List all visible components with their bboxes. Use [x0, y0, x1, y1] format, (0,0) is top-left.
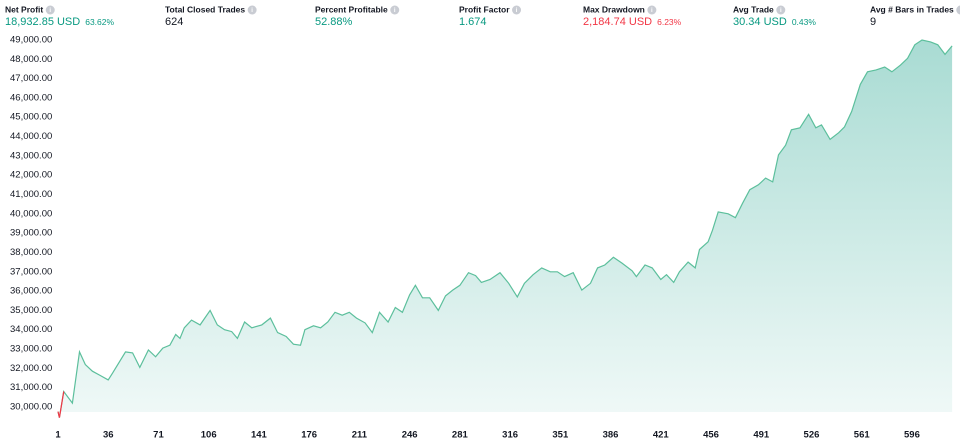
stat-sub: 0.43% — [792, 17, 817, 27]
y-tick-label: 35,000.00 — [10, 305, 52, 316]
x-tick-label: 176 — [301, 430, 317, 441]
x-tick-label: 351 — [552, 430, 569, 441]
stat-label: Max Drawdown — [583, 4, 645, 14]
info-icon-glyph: i — [251, 8, 253, 14]
y-tick-label: 49,000.00 — [10, 34, 52, 45]
info-icon-glyph: i — [49, 8, 51, 14]
x-tick-label: 316 — [502, 430, 518, 441]
stat-label: Profit Factor — [459, 4, 510, 14]
y-tick-label: 41,000.00 — [10, 189, 52, 200]
stat-value: 30.34 USD — [733, 16, 787, 28]
y-tick-label: 45,000.00 — [10, 112, 52, 123]
y-tick-label: 43,000.00 — [10, 150, 52, 161]
info-icon-glyph: i — [394, 8, 396, 14]
x-tick-label: 246 — [402, 430, 418, 441]
y-tick-label: 40,000.00 — [10, 208, 52, 219]
y-tick-label: 39,000.00 — [10, 228, 52, 239]
info-icon — [776, 5, 786, 15]
y-tick-label: 37,000.00 — [10, 266, 52, 277]
y-tick-label: 48,000.00 — [10, 54, 52, 65]
y-tick-label: 33,000.00 — [10, 344, 52, 355]
y-tick-label: 30,000.00 — [10, 401, 52, 412]
info-icon — [647, 5, 657, 15]
info-icon-glyph: i — [516, 8, 518, 14]
y-tick-label: 36,000.00 — [10, 286, 52, 297]
y-tick-label: 32,000.00 — [10, 363, 52, 374]
y-tick-label: 38,000.00 — [10, 247, 52, 258]
x-tick-label: 596 — [904, 430, 920, 441]
stat-label: Net Profit — [5, 4, 43, 14]
info-icon — [247, 5, 257, 15]
stat-value: 2,184.74 USD — [583, 16, 652, 28]
stat-value: 9 — [870, 16, 876, 28]
y-tick-label: 42,000.00 — [10, 170, 52, 181]
x-tick-label: 71 — [153, 430, 164, 441]
stat-label: Avg Trade — [733, 4, 774, 14]
stat-label: Percent Profitable — [315, 4, 388, 14]
x-tick-label: 456 — [703, 430, 719, 441]
x-tick-label: 421 — [653, 430, 670, 441]
equity-line — [57, 39, 953, 418]
info-icon-glyph: i — [780, 8, 782, 14]
x-tick-label: 1 — [55, 430, 61, 441]
info-icon-glyph: i — [651, 8, 653, 14]
stat-label: Total Closed Trades — [165, 4, 245, 14]
x-tick-label: 386 — [603, 430, 619, 441]
x-tick-label: 561 — [854, 430, 871, 441]
stat-sub: 6.23% — [657, 17, 682, 27]
x-tick-label: 211 — [352, 430, 368, 441]
x-tick-label: 141 — [251, 430, 268, 441]
x-tick-label: 106 — [201, 430, 217, 441]
y-tick-label: 47,000.00 — [10, 73, 52, 84]
y-tick-label: 44,000.00 — [10, 131, 52, 142]
equity-area — [58, 40, 953, 418]
info-icon — [45, 5, 55, 15]
info-icon — [390, 5, 400, 15]
stat-sub: 63.62% — [85, 17, 114, 27]
x-tick-label: 281 — [452, 430, 469, 441]
y-tick-label: 46,000.00 — [10, 92, 52, 103]
x-tick-label: 526 — [804, 430, 820, 441]
x-tick-label: 36 — [103, 430, 114, 441]
info-icon — [956, 5, 960, 15]
x-tick-label: 491 — [753, 430, 770, 441]
info-icon — [512, 5, 522, 15]
y-tick-label: 31,000.00 — [10, 382, 52, 393]
stat-label: Avg # Bars in Trades — [870, 4, 954, 14]
stat-value: 52.88% — [315, 16, 353, 28]
y-tick-label: 34,000.00 — [10, 324, 52, 335]
stat-value: 18,932.85 USD — [5, 16, 80, 28]
stat-value: 624 — [165, 16, 183, 28]
loss-segment — [58, 391, 65, 418]
stat-value: 1.674 — [459, 16, 487, 28]
